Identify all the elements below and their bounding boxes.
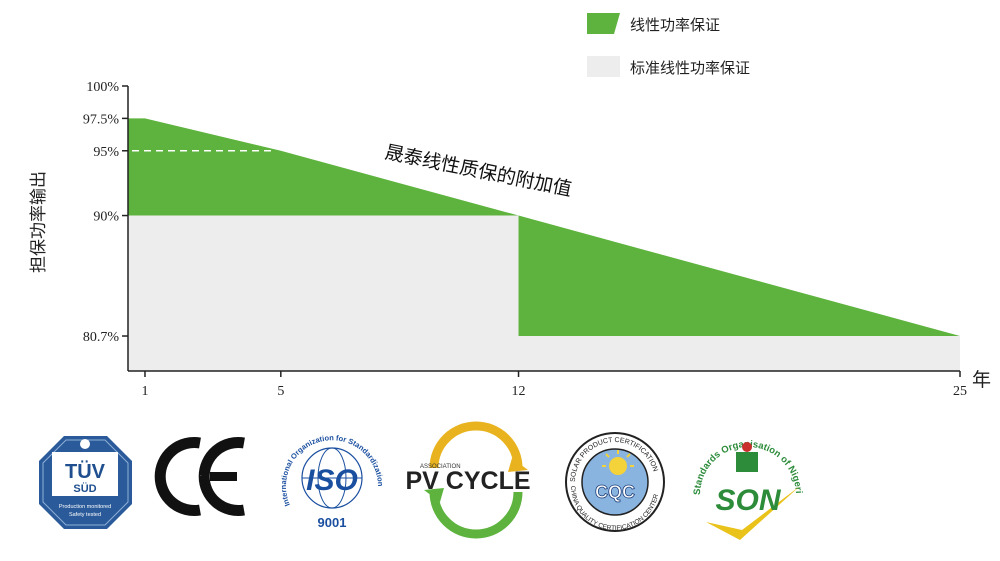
y-tick-label: 97.5%: [83, 112, 120, 127]
tuv-small-1: Production monitored: [59, 504, 111, 510]
y-tick-label: 95%: [93, 145, 119, 160]
legend-swatch-standard: [587, 56, 620, 77]
x-tick-label: 1: [141, 384, 148, 399]
certification-logos: TÜV SÜD Production monitored Safety test…: [0, 420, 804, 540]
y-ticks: 100% 97.5% 95% 90% 80.7%: [83, 80, 128, 345]
iso-text: ISO: [306, 464, 358, 497]
x-axis-label: 年: [972, 369, 991, 391]
ce-logo: CE: [154, 437, 245, 516]
legend-swatch-linear: [587, 13, 620, 34]
cqc-logo: CQC SOLAR PRODUCT CERTIFICATION CHINA QU…: [565, 432, 665, 532]
legend: 线性功率保证 标准线性功率保证: [587, 13, 750, 77]
son-text: SON: [715, 484, 781, 517]
tuv-sud-logo: TÜV SÜD Production monitored Safety test…: [39, 436, 132, 529]
cqc-text: CQC: [595, 482, 635, 502]
ce-text: CE: [200, 475, 202, 477]
tuv-sub-text: SÜD: [73, 482, 96, 495]
pv-cycle-small: ASSOCIATION: [420, 464, 461, 470]
x-tick-label: 25: [953, 384, 967, 399]
x-tick-label: 5: [277, 384, 284, 399]
y-axis-label: 担保功率输出: [29, 171, 49, 273]
iso-number: 9001: [318, 515, 347, 530]
y-tick-label: 90%: [93, 210, 119, 225]
legend-label-linear: 线性功率保证: [630, 16, 720, 34]
x-tick-label: 12: [512, 384, 526, 399]
iso-logo: International Organization for Standardi…: [279, 433, 385, 530]
y-tick-label: 100%: [86, 80, 119, 95]
legend-label-standard: 标准线性功率保证: [630, 59, 750, 77]
pv-cycle-logo: ASSOCIATION PV CYCLE: [405, 421, 531, 539]
y-tick-label: 80.7%: [83, 330, 120, 345]
x-ticks: 1 5 12 25: [141, 371, 967, 399]
tuv-text: TÜV: [65, 460, 106, 483]
series-standard-area: [128, 215, 960, 371]
pv-cycle-text: PV CYCLE: [405, 467, 530, 495]
plot-area: [128, 118, 960, 371]
tuv-small-2: Safety tested: [69, 512, 101, 518]
series-linear-area: [128, 118, 960, 337]
